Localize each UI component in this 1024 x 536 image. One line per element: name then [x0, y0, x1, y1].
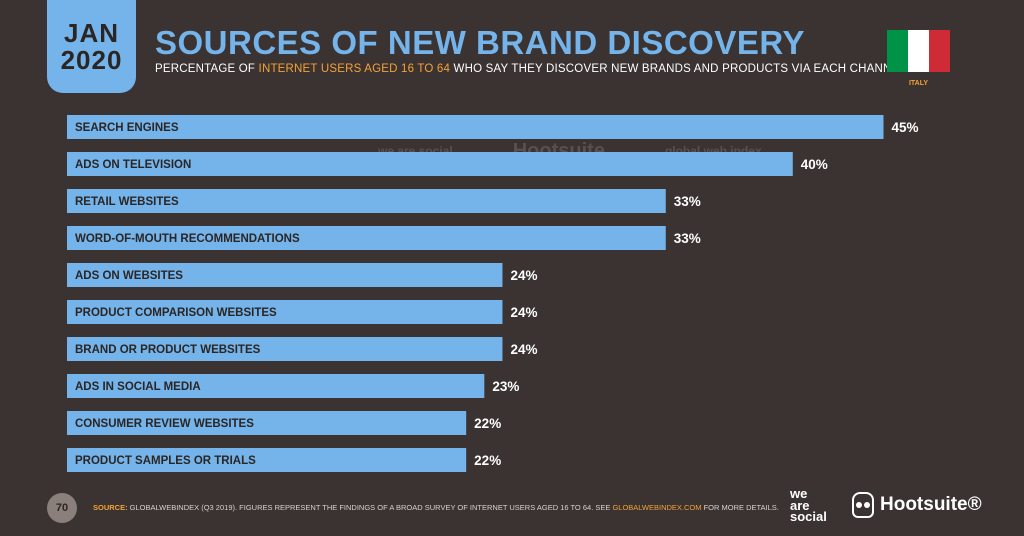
category-label: PRODUCT SAMPLES OR TRIALS	[75, 455, 256, 467]
we-are-social-logo: we are social	[790, 486, 827, 525]
page-number: 70	[47, 493, 77, 523]
value-label: 33%	[674, 231, 701, 246]
page-subtitle: PERCENTAGE OF INTERNET USERS AGED 16 TO …	[155, 63, 906, 75]
bar	[67, 263, 503, 287]
bar	[67, 300, 503, 324]
category-label: ADS IN SOCIAL MEDIA	[75, 381, 201, 393]
bar	[67, 226, 666, 250]
subtitle-highlight: INTERNET USERS AGED 16 TO 64	[258, 63, 451, 75]
source-text: GLOBALWEBINDEX (Q3 2019). FIGURES REPRES…	[127, 503, 613, 512]
value-label: 45%	[891, 120, 918, 135]
flag-white-stripe	[908, 30, 929, 72]
logo-line1: we	[790, 486, 808, 501]
bar	[67, 411, 467, 435]
category-label: RETAIL WEBSITES	[75, 196, 179, 208]
value-label: 24%	[510, 342, 537, 357]
value-label: 22%	[474, 453, 501, 468]
value-label: 40%	[801, 157, 828, 172]
source-link[interactable]: GLOBALWEBINDEX.COM	[612, 503, 702, 512]
bar	[67, 448, 467, 472]
logo-line3: social	[790, 509, 827, 525]
source-end: FOR MORE DETAILS.	[701, 503, 779, 512]
italy-flag-icon	[887, 30, 950, 72]
flag-red-stripe	[929, 30, 950, 72]
hootsuite-logo: Hootsuite®	[852, 492, 982, 518]
flag-green-stripe	[887, 30, 908, 72]
bar	[67, 337, 503, 361]
value-label: 22%	[474, 416, 501, 431]
category-label: BRAND OR PRODUCT WEBSITES	[75, 344, 261, 356]
bar	[67, 374, 485, 398]
subtitle-post: WHO SAY THEY DISCOVER NEW BRANDS AND PRO…	[450, 63, 907, 75]
value-label: 33%	[674, 194, 701, 209]
category-label: ADS ON WEBSITES	[75, 270, 183, 282]
category-label: WORD-OF-MOUTH RECOMMENDATIONS	[75, 233, 300, 245]
bar	[67, 152, 793, 176]
logo-line2: are	[790, 497, 810, 513]
bar	[67, 189, 666, 213]
source-label: SOURCE:	[93, 503, 128, 512]
hootsuite-text: Hootsuite®	[880, 494, 982, 515]
value-label: 24%	[510, 305, 537, 320]
category-label: CONSUMER REVIEW WEBSITES	[75, 418, 254, 430]
date-year: 2020	[60, 44, 123, 75]
page-title: SOURCES OF NEW BRAND DISCOVERY	[155, 24, 805, 61]
owl-icon	[852, 492, 874, 518]
country-label: ITALY	[908, 80, 929, 87]
date-month: JAN	[63, 17, 119, 48]
category-label: PRODUCT COMPARISON WEBSITES	[75, 307, 277, 319]
value-label: 24%	[510, 268, 537, 283]
date-badge: JAN 2020	[47, 0, 136, 93]
subtitle-pre: PERCENTAGE OF	[155, 63, 259, 75]
value-label: 23%	[492, 379, 519, 394]
source-note: SOURCE: GLOBALWEBINDEX (Q3 2019). FIGURE…	[93, 503, 779, 512]
bar	[67, 115, 884, 139]
category-label: ADS ON TELEVISION	[75, 159, 191, 171]
category-label: SEARCH ENGINES	[75, 122, 179, 134]
